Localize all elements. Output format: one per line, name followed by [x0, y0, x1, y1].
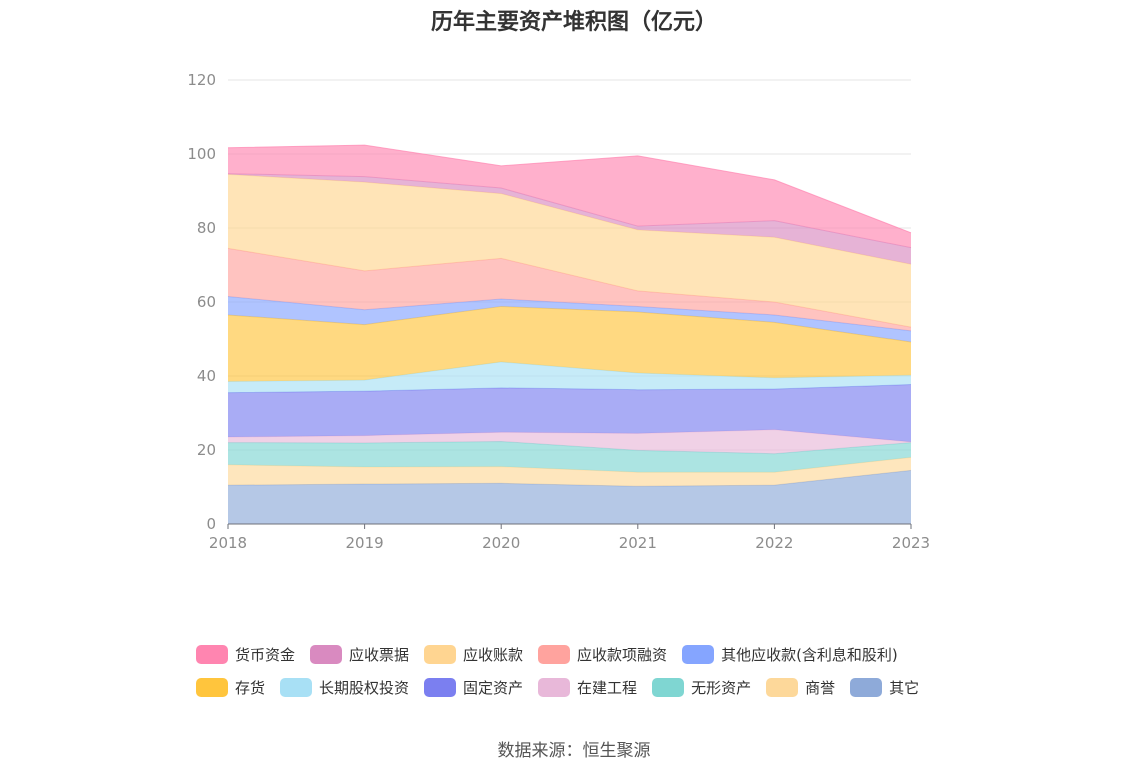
y-tick-label-60: 60 — [197, 293, 216, 311]
area-series-在建工程[interactable] — [228, 429, 911, 454]
y-tick-label-100: 100 — [187, 145, 216, 163]
legend-label: 货币资金 — [235, 646, 296, 664]
legend-label: 其他应收款(含利息和股利) — [721, 646, 898, 664]
legend-swatch — [424, 678, 457, 697]
legend-label: 无形资产 — [691, 679, 752, 697]
legend-item-其他应收款-含利息和股利[interactable]: 其他应收款(含利息和股利) — [682, 644, 898, 665]
legend-swatch — [196, 678, 228, 697]
legend-item-固定资产[interactable]: 固定资产 — [424, 677, 523, 698]
area-series-layer — [227, 144, 912, 524]
y-tick-label-0: 0 — [206, 515, 216, 533]
legend-label: 应收票据 — [349, 646, 410, 664]
y-tick-label-80: 80 — [197, 219, 216, 237]
axes: 0 20 40 60 80 100 120 2018 2019 2020 2021 2022 2023 — [187, 71, 930, 552]
series-line-货币资金 — [227, 144, 912, 234]
area-series-固定资产[interactable] — [228, 384, 911, 442]
x-tick-label-2023: 2023 — [892, 534, 930, 552]
legend-swatch — [280, 678, 313, 697]
legend: 货币资金 应收票据 应收账款 应收款项融资 其他应收款(含利息和股利) 存货 长期股权投资 固… — [196, 638, 996, 704]
area-series-商誉[interactable] — [228, 457, 911, 487]
legend-item-在建工程[interactable]: 在建工程 — [538, 677, 637, 698]
legend-label: 长期股权投资 — [319, 679, 410, 697]
legend-row: 存货 长期股权投资 固定资产 在建工程 无形资产 商誉 其它 — [196, 671, 996, 704]
legend-swatch — [538, 678, 571, 697]
x-tick-label-2019: 2019 — [346, 534, 384, 552]
legend-item-应收票据[interactable]: 应收票据 — [310, 644, 409, 665]
legend-item-货币资金[interactable]: 货币资金 — [196, 644, 295, 665]
legend-label: 在建工程 — [577, 679, 638, 697]
y-tick-label-120: 120 — [187, 71, 216, 89]
legend-item-存货[interactable]: 存货 — [196, 677, 265, 698]
legend-label: 应收款项融资 — [577, 646, 668, 664]
area-series-无形资产[interactable] — [228, 441, 911, 473]
chart-title: 历年主要资产堆积图（亿元） — [430, 10, 717, 35]
area-series-其他应收款-含利息和股利[interactable] — [228, 296, 911, 342]
legend-item-商誉[interactable]: 商誉 — [766, 677, 835, 698]
legend-item-其它[interactable]: 其它 — [850, 677, 919, 698]
y-tick-label-20: 20 — [197, 441, 216, 459]
legend-swatch — [766, 678, 799, 697]
area-series-应收款项融资[interactable] — [228, 248, 911, 331]
legend-swatch — [850, 678, 883, 697]
area-series-长期股权投资[interactable] — [228, 361, 911, 393]
legend-swatch — [196, 645, 228, 664]
source-note: 数据来源：恒生聚源 — [497, 741, 651, 761]
legend-swatch — [424, 645, 457, 664]
area-series-应收账款[interactable] — [228, 174, 911, 328]
legend-label: 应收账款 — [463, 646, 524, 664]
x-tick-label-2021: 2021 — [619, 534, 657, 552]
area-series-货币资金[interactable] — [228, 145, 911, 248]
legend-item-无形资产[interactable]: 无形资产 — [652, 677, 751, 698]
legend-item-长期股权投资[interactable]: 长期股权投资 — [280, 677, 409, 698]
legend-item-应收账款[interactable]: 应收账款 — [424, 644, 523, 665]
area-series-其它[interactable] — [228, 470, 911, 524]
series-line-在建工程 — [227, 429, 912, 443]
legend-label: 其它 — [889, 679, 920, 697]
legend-label: 固定资产 — [463, 679, 524, 697]
legend-item-应收款项融资[interactable]: 应收款项融资 — [538, 644, 667, 665]
legend-swatch — [538, 645, 571, 664]
legend-label: 存货 — [235, 679, 266, 697]
y-tick-label-40: 40 — [197, 367, 216, 385]
legend-swatch — [310, 645, 343, 664]
x-tick-label-2022: 2022 — [755, 534, 793, 552]
area-series-存货[interactable] — [228, 306, 911, 382]
legend-row: 货币资金 应收票据 应收账款 应收款项融资 其他应收款(含利息和股利) — [196, 638, 996, 671]
x-tick-label-2020: 2020 — [482, 534, 520, 552]
legend-swatch — [682, 645, 715, 664]
x-tick-label-2018: 2018 — [209, 534, 247, 552]
legend-swatch — [652, 678, 685, 697]
legend-label: 商誉 — [805, 679, 836, 697]
